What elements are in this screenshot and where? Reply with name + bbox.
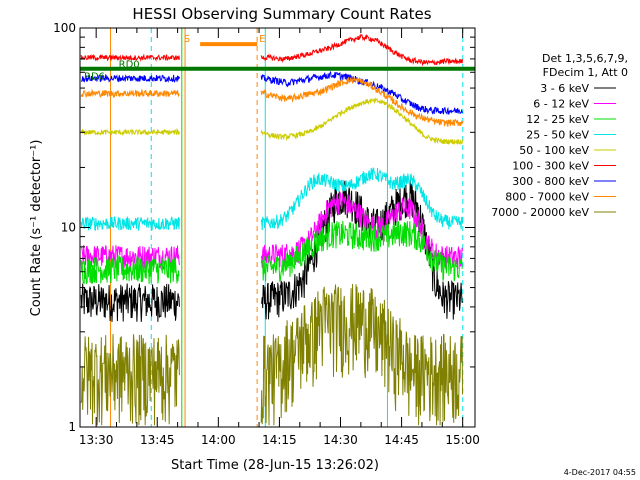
x-axis-ticks: 13:30 13:45 14:00 14:15 14:30 14:45 15:00 <box>79 28 480 447</box>
y-tick-label-100: 100 <box>53 21 76 35</box>
series-trace-5 <box>80 97 463 146</box>
series-trace-8 <box>80 76 463 127</box>
legend-label-2: 6 - 12 keV <box>533 98 589 111</box>
legend-label-7: 300 - 800 keV <box>512 175 589 188</box>
legend-label-8: 800 - 7000 keV <box>505 191 589 204</box>
y-tick-label-10: 10 <box>61 221 76 235</box>
state-bars-layer: S E RD6 RD0 <box>80 34 475 83</box>
series-25-50-keV-line <box>80 167 463 231</box>
series-trace-7 <box>80 70 463 115</box>
y-axis-label: Count Rate (s⁻¹ detector⁻¹) <box>29 140 44 317</box>
series-trace-3 <box>80 220 463 285</box>
y-tick-label-1: 1 <box>68 420 76 434</box>
legend-label-4: 25 - 50 keV <box>526 129 589 142</box>
series-7000-20000-keV-line <box>80 283 463 426</box>
annotation-s: S <box>184 34 190 45</box>
legend-header-line-1: Det 1,3,5,6,7,9, <box>542 52 628 65</box>
render-timestamp: 4-Dec-2017 04:55 <box>564 468 636 477</box>
series-100-300-keV-line <box>80 33 463 67</box>
legend-header-line-2: FDecim 1, Att 0 <box>543 66 628 79</box>
legend-label-5: 50 - 100 keV <box>519 144 589 157</box>
x-axis-label: Start Time (28-Jun-15 13:26:02) <box>171 458 379 473</box>
x-tick-label-1400: 14:00 <box>201 433 236 447</box>
series-trace-4 <box>80 167 463 231</box>
chart-title: HESSI Observing Summary Count Rates <box>132 5 431 23</box>
annotation-rd0: RD0 <box>119 60 140 71</box>
legend-label-1: 3 - 6 keV <box>540 82 589 95</box>
legend: Det 1,3,5,6,7,9,FDecim 1, Att 0 3 - 6 keV… <box>491 52 628 219</box>
annotation-rd6: RD6 <box>84 72 105 83</box>
legend-label-9: 7000 - 20000 keV <box>491 206 589 219</box>
x-tick-label-1445: 14:45 <box>384 433 419 447</box>
x-tick-label-1415: 14:15 <box>262 433 297 447</box>
series-trace-9 <box>80 283 463 426</box>
x-tick-label-1345: 13:45 <box>140 433 175 447</box>
annotation-e: E <box>259 34 265 45</box>
legend-label-3: 12 - 25 keV <box>526 113 589 126</box>
x-tick-label-1330: 13:30 <box>79 433 114 447</box>
series-800-7000-keV-line <box>80 76 463 127</box>
data-series-layer <box>80 33 463 426</box>
y-axis-ticks: 1 10 100 <box>53 21 475 434</box>
legend-label-6: 100 - 300 keV <box>512 160 589 173</box>
x-tick-label-1500: 15:00 <box>445 433 480 447</box>
x-tick-label-1430: 14:30 <box>323 433 358 447</box>
series-trace-6 <box>80 33 463 67</box>
series-50-100-keV-line <box>80 97 463 146</box>
series-300-800-keV-line <box>80 70 463 115</box>
series-12-25-keV-line <box>80 220 463 285</box>
